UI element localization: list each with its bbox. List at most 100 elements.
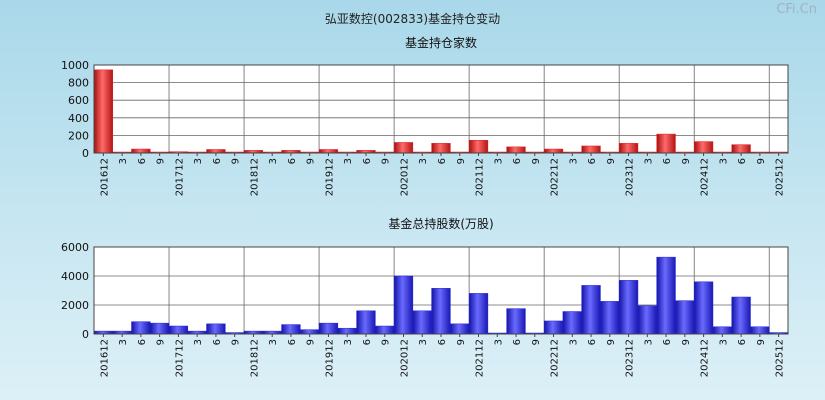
x-tick-label: 6: [212, 339, 223, 345]
bar: [93, 69, 114, 154]
x-tick-label: 9: [231, 339, 242, 345]
bar: [468, 139, 489, 154]
x-tick-label: 201612: [99, 158, 110, 196]
x-tick-label: 202312: [625, 158, 636, 196]
x-tick-label: 3: [343, 158, 354, 164]
x-tick-label: 3: [493, 158, 504, 164]
y-tick-label: 400: [68, 112, 89, 125]
x-tick-label: 3: [718, 158, 729, 164]
bar: [412, 310, 432, 335]
bar: [300, 329, 320, 335]
x-tick-label: 9: [681, 339, 692, 345]
x-tick-label: 3: [568, 158, 579, 164]
x-tick-label: 9: [231, 158, 242, 164]
x-tick-label: 3: [118, 158, 129, 164]
x-tick-label: 202112: [475, 158, 486, 196]
bar: [656, 133, 676, 154]
bar: [693, 141, 714, 154]
bar: [562, 311, 582, 335]
x-tick-label: 202312: [625, 339, 636, 377]
watermark-logo: CFi.Cn: [776, 2, 817, 17]
x-tick-label: 9: [756, 158, 767, 164]
x-tick-label: 3: [568, 339, 579, 345]
page-title: 弘亚数控(002833)基金持仓变动: [324, 12, 501, 26]
x-tick-label: 6: [137, 158, 148, 164]
x-tick-label: 202512: [775, 339, 786, 377]
bar: [375, 325, 395, 335]
x-tick-label: 9: [756, 339, 767, 345]
x-tick-label: 201812: [249, 339, 260, 377]
x-tick-label: 3: [118, 339, 129, 345]
x-tick-label: 6: [737, 158, 748, 164]
bar: [393, 142, 414, 154]
bar: [468, 293, 489, 335]
bar: [581, 145, 601, 154]
x-tick-label: 6: [662, 339, 673, 345]
chart-1: 基金持仓家数 0 200 400 600 800 1000 201612 3 6 9 201712 3 6…: [61, 35, 789, 196]
x-tick-label: 3: [193, 158, 204, 164]
y-tick-label: 800: [68, 77, 89, 90]
bar: [393, 275, 414, 335]
plot-area: [94, 65, 788, 153]
bar: [600, 301, 620, 335]
bar: [656, 256, 676, 335]
bar: [150, 322, 170, 335]
x-tick-label: 6: [212, 158, 223, 164]
bar: [618, 143, 639, 154]
x-tick-label: 6: [512, 339, 523, 345]
bar: [506, 308, 526, 335]
y-tick-label: 200: [68, 129, 89, 142]
bar: [281, 324, 301, 335]
bar: [581, 285, 601, 335]
x-tick-label: 9: [381, 339, 392, 345]
x-tick-label: 202512: [775, 158, 786, 196]
y-tick-label: 1000: [61, 59, 89, 72]
x-tick-label: 3: [643, 339, 654, 345]
x-tick-label: 202212: [550, 339, 561, 377]
y-tick-label: 2000: [61, 299, 89, 312]
bar: [712, 326, 732, 335]
x-tick-label: 3: [493, 339, 504, 345]
x-tick-label: 6: [587, 158, 598, 164]
bar: [506, 146, 526, 154]
x-tick-label: 9: [606, 339, 617, 345]
chart-title: 基金持仓家数: [405, 35, 477, 50]
bar: [618, 280, 639, 335]
x-tick-label: 202012: [399, 158, 410, 196]
x-tick-label: 6: [437, 158, 448, 164]
x-tick-label: 6: [587, 339, 598, 345]
bar: [131, 148, 151, 154]
x-tick-label: 9: [381, 158, 392, 164]
x-tick-label: 9: [306, 339, 317, 345]
x-tick-label: 6: [737, 339, 748, 345]
bar: [431, 288, 451, 335]
x-tick-label: 3: [193, 339, 204, 345]
chart-title: 基金总持股数(万股): [388, 216, 493, 231]
x-tick-label: 202412: [700, 158, 711, 196]
bar: [206, 323, 226, 335]
x-tick-label: 202012: [399, 339, 410, 377]
y-tick-label: 600: [68, 94, 89, 107]
bar: [675, 300, 695, 335]
x-tick-label: 6: [287, 339, 298, 345]
y-tick-label: 0: [82, 147, 89, 160]
x-tick-label: 9: [306, 158, 317, 164]
x-tick-label: 9: [531, 158, 542, 164]
x-tick-label: 6: [287, 158, 298, 164]
x-tick-label: 9: [606, 158, 617, 164]
x-tick-label: 201912: [324, 339, 335, 377]
x-tick-label: 201612: [99, 339, 110, 377]
x-tick-label: 9: [531, 339, 542, 345]
x-tick-label: 6: [662, 158, 673, 164]
bar: [318, 322, 339, 335]
x-tick-label: 3: [643, 158, 654, 164]
bar: [543, 320, 564, 335]
bar: [750, 326, 770, 335]
x-tick-label: 3: [343, 339, 354, 345]
x-tick-label: 3: [418, 158, 429, 164]
x-tick-label: 202412: [700, 339, 711, 377]
x-tick-label: 201712: [174, 339, 185, 377]
x-tick-label: 6: [137, 339, 148, 345]
bar: [693, 281, 714, 335]
